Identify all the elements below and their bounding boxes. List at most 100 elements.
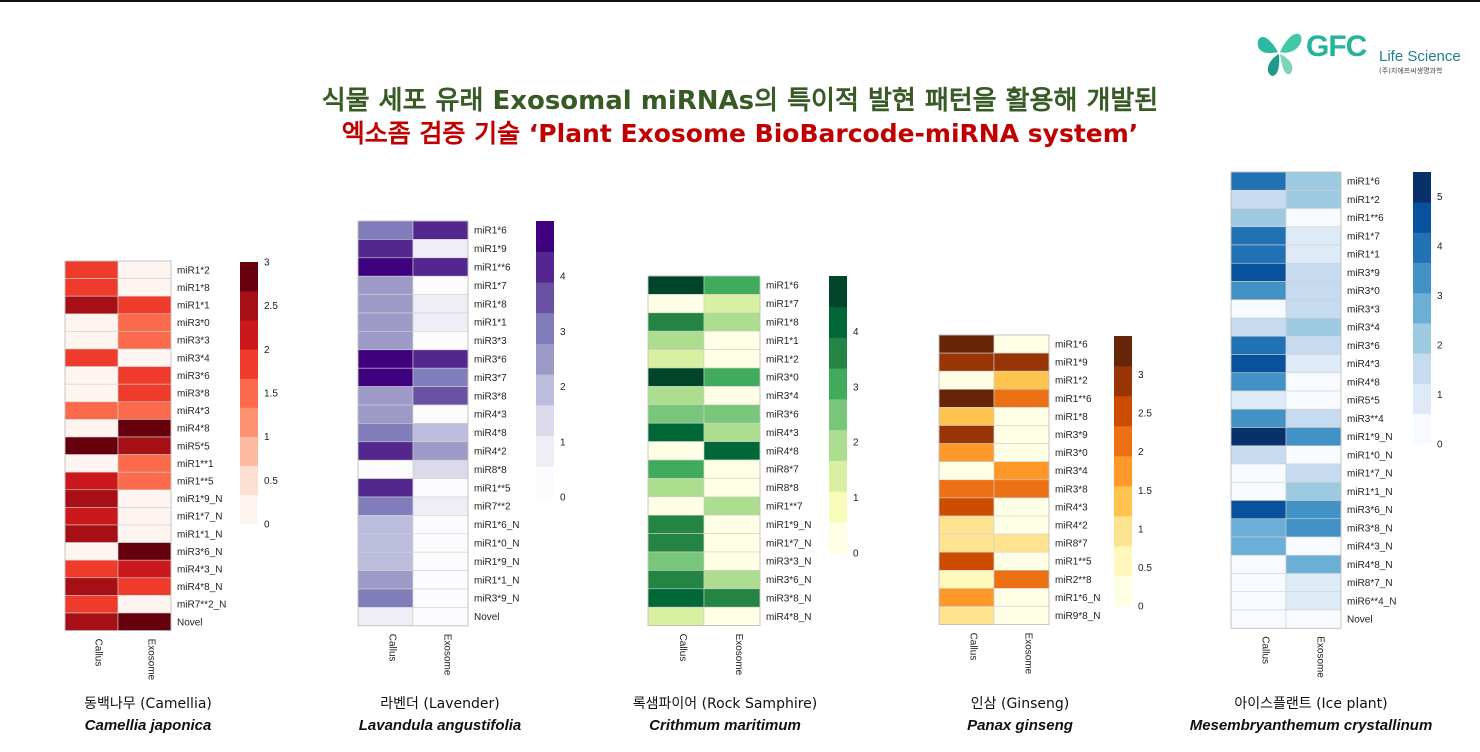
heatmap-cell — [993, 533, 1050, 553]
heatmap-cell — [938, 551, 995, 571]
heatmap-cell — [117, 542, 172, 561]
heatmap-cell — [412, 294, 469, 314]
colorbar-tick-label: 2.5 — [1138, 409, 1152, 420]
heatmap-cell — [703, 496, 761, 516]
heatmap-cell — [938, 606, 995, 625]
colorbar-tick-label: 1.5 — [264, 388, 278, 399]
heatmap-cell — [357, 294, 414, 314]
heatmap-cell — [1285, 518, 1342, 538]
heatmap-cell — [412, 423, 469, 443]
row-label: miR3*6 — [474, 354, 507, 365]
heatmap-cell — [64, 401, 119, 420]
heatmap-cell — [703, 533, 761, 553]
row-label: miR1*7 — [474, 281, 507, 292]
colorbar-block — [239, 261, 258, 292]
caption-camellia: 동백나무 (Camellia) Camellia japonica — [0, 693, 308, 734]
heatmap-cell — [1285, 335, 1342, 355]
heatmap-cell — [117, 524, 172, 543]
heatmap-cell — [993, 588, 1050, 607]
heatmap-cell — [938, 569, 995, 589]
row-label: miR3*4 — [1055, 466, 1088, 477]
colorbar-tick-label: 2 — [1437, 341, 1443, 352]
column-label: Exosome — [146, 639, 157, 681]
row-label: miR6**4_N — [1347, 596, 1396, 607]
caption-common-name: 록샘파이어 (Rock Samphire) — [632, 696, 818, 712]
row-label: miR1*1 — [1347, 250, 1380, 261]
heatmap-cell — [647, 312, 705, 332]
row-label: miR8*8 — [474, 465, 507, 476]
heatmap-cell — [357, 239, 414, 259]
row-label: miR3*9 — [1347, 268, 1380, 279]
column-label: Callus — [1260, 636, 1271, 664]
heatmap-cell — [938, 425, 995, 444]
column-label: Callus — [387, 634, 398, 662]
row-label: miR1*9_N — [474, 557, 520, 568]
heatmap-cell — [1230, 281, 1287, 301]
colorbar-block — [1113, 335, 1132, 367]
caption-common-name: 라벤더 (Lavender) — [380, 696, 500, 712]
row-label: miR3*4 — [1347, 323, 1380, 334]
row-label: Novel — [177, 617, 203, 628]
colorbar-tick-label: 2 — [1138, 447, 1144, 458]
heatmap-cell — [938, 497, 995, 517]
colorbar-tick-label: 4 — [1437, 242, 1443, 253]
colorbar-block — [1413, 202, 1431, 233]
heatmap-cell — [703, 514, 761, 534]
heatmap-cell — [117, 295, 172, 315]
heatmap-cell — [64, 295, 119, 315]
heatmap-cell — [1285, 408, 1342, 428]
colorbar-block — [535, 343, 554, 375]
row-label: miR1*7_N — [1347, 469, 1393, 480]
heatmap-cell — [993, 461, 1050, 481]
caption-scientific-name: Lavandula angustifolia — [358, 717, 522, 734]
row-label: miR1*7_N — [177, 512, 223, 523]
colorbar-block — [239, 436, 258, 467]
colorbar-block — [1413, 262, 1431, 294]
row-label: miR3*0 — [1055, 448, 1088, 459]
colorbar-tick-label: 1.5 — [1138, 486, 1152, 497]
colorbar-block — [239, 494, 258, 525]
colorbar-tick-label: 1 — [264, 432, 270, 443]
heatmap-cell — [703, 294, 761, 314]
heatmap-cell — [1285, 500, 1342, 520]
colorbar-block — [535, 466, 554, 498]
heatmap-cell — [647, 441, 705, 461]
row-label: miR1*8 — [1055, 412, 1088, 423]
row-label: miR8*8 — [766, 483, 799, 494]
heatmap-cell — [357, 459, 414, 479]
colorbar-tick-label: 2 — [853, 438, 859, 449]
colorbar-block — [1413, 172, 1431, 203]
colorbar-tick-label: 3 — [1437, 291, 1443, 302]
colorbar-block — [239, 291, 258, 321]
colorbar-block — [1113, 545, 1132, 577]
heatmap-cell — [1230, 445, 1287, 465]
heatmap-cell — [357, 496, 414, 516]
row-label: miR8*7 — [766, 465, 799, 476]
heatmap-cell — [703, 367, 761, 387]
page-title-line-2: 엑소좀 검증 기술 ‘Plant Exosome BioBarcode-miRN… — [341, 119, 1139, 148]
heatmap-cell — [117, 436, 172, 455]
colorbar-tick-label: 3 — [1138, 370, 1144, 381]
heatmap-cell — [64, 595, 119, 614]
colorbar-block — [1413, 232, 1431, 263]
heatmap-cell — [1285, 317, 1342, 337]
row-label: miR4*3 — [474, 410, 507, 421]
heatmap-cell — [938, 388, 995, 408]
heatmap-cell — [117, 278, 172, 297]
row-label: miR1*2 — [1055, 376, 1088, 387]
caption-common-name: 동백나무 (Camellia) — [84, 696, 212, 712]
heatmap-cell — [1285, 573, 1342, 593]
colorbar-tick-label: 2 — [560, 382, 566, 393]
heatmap-cell — [703, 478, 761, 498]
caption-rock-samphire: 록샘파이어 (Rock Samphire) Crithmum maritimum — [565, 693, 885, 734]
row-label: miR5*5 — [1347, 396, 1380, 407]
heatmap-cell — [1230, 554, 1287, 574]
colorbar-tick-label: 0 — [560, 492, 566, 503]
heatmap-cell — [1285, 609, 1342, 629]
heatmap-cell — [412, 275, 469, 295]
heatmap-cell — [647, 514, 705, 534]
heatmap-cell — [647, 478, 705, 498]
heatmap-cell — [647, 606, 705, 626]
company-logo: GFC Life Science (주)지에프씨생명과학 — [1254, 18, 1469, 80]
heatmap-cell — [993, 497, 1050, 517]
